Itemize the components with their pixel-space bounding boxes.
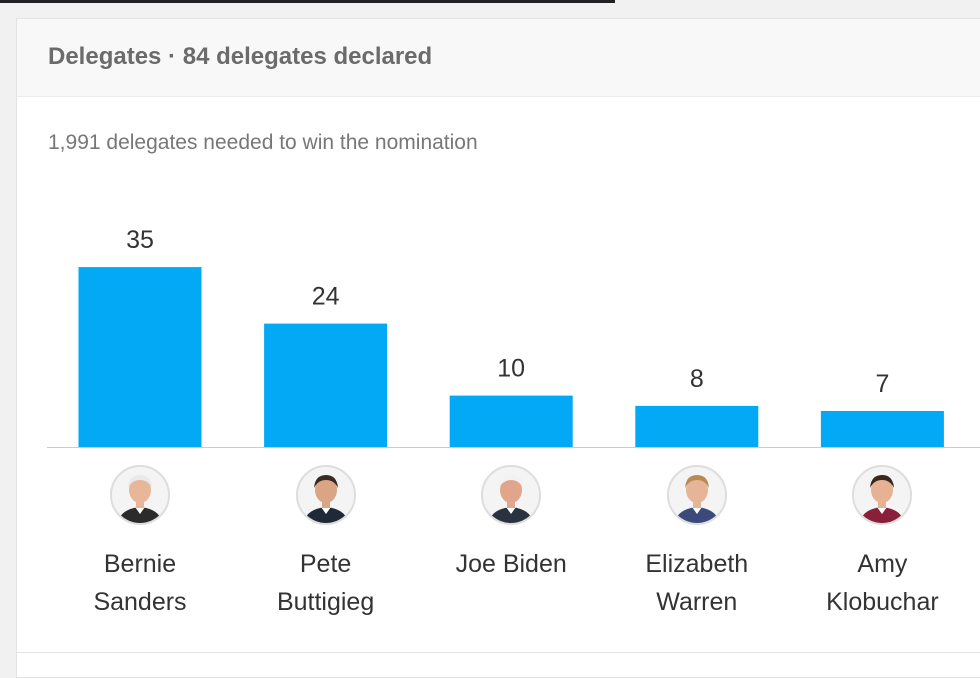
bar-2 xyxy=(449,395,573,447)
bar-1 xyxy=(264,323,388,447)
candidate-photo-icon xyxy=(481,465,542,525)
candidate-item: Amy Klobuchar xyxy=(789,465,975,621)
bar-value-label: 24 xyxy=(312,283,340,311)
bar-4 xyxy=(820,411,944,447)
bar-0 xyxy=(78,267,202,447)
candidate-item: Bernie Sanders xyxy=(47,465,233,621)
candidate-item: Joe Biden xyxy=(418,465,604,583)
bar-value-label: 7 xyxy=(875,370,889,398)
card-bottom-divider xyxy=(17,652,980,653)
candidate-photo-icon xyxy=(666,465,727,525)
candidate-item: Pete Buttigieg xyxy=(233,465,419,621)
bar-value-label: 35 xyxy=(126,226,154,254)
candidate-photo-icon xyxy=(295,465,356,525)
bar-3 xyxy=(635,405,759,447)
bar-value-label: 8 xyxy=(690,365,704,393)
candidate-item: Elizabeth Warren xyxy=(604,465,790,621)
candidate-name: Amy Klobuchar xyxy=(826,550,939,616)
candidate-photo-icon xyxy=(852,465,913,525)
candidate-name: Elizabeth Warren xyxy=(645,550,749,616)
card-title: Delegates · 84 delegates declared xyxy=(48,43,433,70)
candidate-name: Bernie Sanders xyxy=(93,550,187,616)
card-header: Delegates · 84 delegates declared xyxy=(17,19,980,97)
delegates-needed-note: 1,991 delegates needed to win the nomina… xyxy=(48,131,478,154)
top-rule xyxy=(0,0,615,3)
bar-value-label: 10 xyxy=(497,355,525,383)
candidate-photo-icon xyxy=(110,465,170,525)
candidate-name: Joe Biden xyxy=(455,550,567,578)
candidate-name: Pete Buttigieg xyxy=(276,550,375,616)
